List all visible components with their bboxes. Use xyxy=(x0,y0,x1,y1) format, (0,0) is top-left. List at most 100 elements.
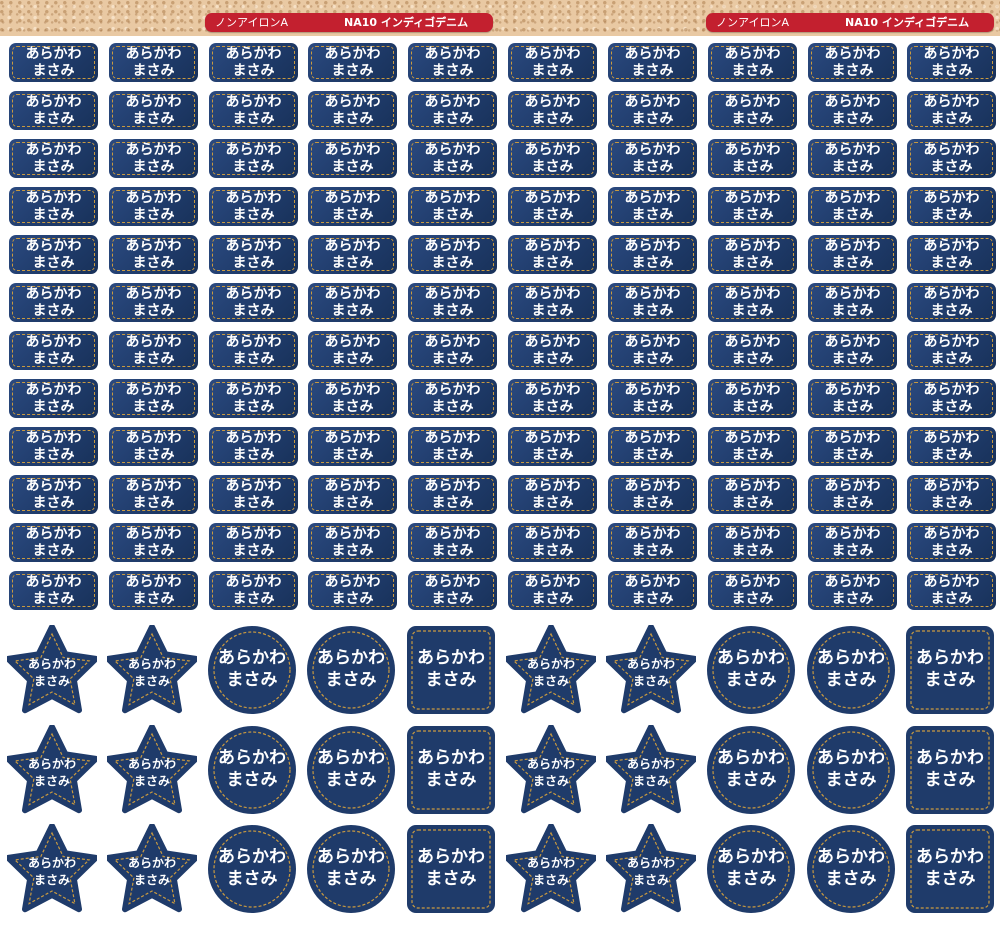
name-label-line1: あらかわ xyxy=(923,286,980,302)
name-label-rectangle: あらかわ まさみ xyxy=(109,91,198,130)
name-label-line1: あらかわ xyxy=(817,648,885,668)
name-label-line1: あらかわ xyxy=(824,478,881,494)
name-label-line1: あらかわ xyxy=(125,574,182,590)
name-label-line1: あらかわ xyxy=(624,190,681,206)
name-label-line1: あらかわ xyxy=(624,382,681,398)
name-label-line2: まさみ xyxy=(631,591,674,607)
name-label-rectangle: あらかわ まさみ xyxy=(907,283,996,322)
name-label-line1: あらかわ xyxy=(225,286,282,302)
name-label-square: あらかわ まさみ xyxy=(406,625,496,715)
name-label-rectangle: あらかわ まさみ xyxy=(608,523,697,562)
name-label-rectangle: あらかわ まさみ xyxy=(708,283,797,322)
name-label-rectangle: あらかわ まさみ xyxy=(209,91,298,130)
name-label-rectangle: あらかわ まさみ xyxy=(308,235,397,274)
name-label-line1: あらかわ xyxy=(125,46,182,62)
name-label-line1: あらかわ xyxy=(724,478,781,494)
name-label-line2: まさみ xyxy=(825,670,877,690)
name-label-rectangle: あらかわ まさみ xyxy=(308,139,397,178)
name-label-line1: あらかわ xyxy=(717,748,785,768)
name-label-circle: あらかわ まさみ xyxy=(306,625,396,715)
name-label-line2: まさみ xyxy=(32,303,75,319)
name-label-line1: あらかわ xyxy=(824,334,881,350)
name-label-line2: まさみ xyxy=(930,543,973,559)
name-label-line1: あらかわ xyxy=(125,478,182,494)
name-label-line2: まさみ xyxy=(731,207,774,223)
name-label-line1: あらかわ xyxy=(225,238,282,254)
name-label-line2: まさみ xyxy=(232,447,275,463)
name-label-line2: まさみ xyxy=(831,303,874,319)
name-label-rectangle: あらかわ まさみ xyxy=(408,283,497,322)
name-label-line1: あらかわ xyxy=(824,190,881,206)
name-label-rectangle: あらかわ まさみ xyxy=(308,475,397,514)
name-label-rectangle: あらかわ まさみ xyxy=(9,379,98,418)
name-label-line2: まさみ xyxy=(532,873,569,887)
name-label-line2: まさみ xyxy=(132,495,175,511)
name-label-line2: まさみ xyxy=(531,111,574,127)
name-label-rectangle: あらかわ まさみ xyxy=(907,43,996,82)
name-label-line2: まさみ xyxy=(132,351,175,367)
name-label-rectangle: あらかわ まさみ xyxy=(907,139,996,178)
name-label-line2: まさみ xyxy=(631,63,674,79)
name-label-rectangle: あらかわ まさみ xyxy=(808,379,897,418)
name-label-line2: まさみ xyxy=(132,591,175,607)
name-label-line1: あらかわ xyxy=(923,334,980,350)
name-label-star: あらかわ まさみ xyxy=(107,725,197,815)
name-label-line2: まさみ xyxy=(331,543,374,559)
name-label-rectangle: あらかわ まさみ xyxy=(209,523,298,562)
name-label-rectangle: あらかわ まさみ xyxy=(508,283,597,322)
name-label-rectangle: あらかわ まさみ xyxy=(408,379,497,418)
name-label-line2: まさみ xyxy=(132,399,175,415)
name-label-line1: あらかわ xyxy=(317,847,385,867)
name-label-rectangle: あらかわ まさみ xyxy=(109,283,198,322)
name-label-line2: まさみ xyxy=(924,770,976,790)
name-label-line2: まさみ xyxy=(731,495,774,511)
name-label-line2: まさみ xyxy=(133,873,170,887)
name-label-rectangle: あらかわ まさみ xyxy=(907,235,996,274)
name-label-line1: あらかわ xyxy=(25,238,82,254)
name-label-line2: まさみ xyxy=(930,63,973,79)
name-label-line2: まさみ xyxy=(731,399,774,415)
name-label-line1: あらかわ xyxy=(817,847,885,867)
name-label-line1: あらかわ xyxy=(526,657,575,671)
name-label-line1: あらかわ xyxy=(324,574,381,590)
name-label-rectangle: あらかわ まさみ xyxy=(708,235,797,274)
name-label-rectangle: あらかわ まさみ xyxy=(408,43,497,82)
name-label-line2: まさみ xyxy=(930,159,973,175)
name-label-line1: あらかわ xyxy=(724,286,781,302)
name-label-line2: まさみ xyxy=(731,255,774,271)
name-label-rectangle: あらかわ まさみ xyxy=(408,571,497,610)
name-label-line2: まさみ xyxy=(132,447,175,463)
name-label-line2: まさみ xyxy=(325,770,377,790)
name-label-square: あらかわ まさみ xyxy=(406,725,496,815)
name-label-line2: まさみ xyxy=(232,351,275,367)
name-label-line2: まさみ xyxy=(731,591,774,607)
name-label-rectangle: あらかわ まさみ xyxy=(109,187,198,226)
name-label-rectangle: あらかわ まさみ xyxy=(808,571,897,610)
name-label-line1: あらかわ xyxy=(417,847,485,867)
name-label-circle: あらかわ まさみ xyxy=(706,725,796,815)
name-label-rectangle: あらかわ まさみ xyxy=(808,91,897,130)
name-label-rectangle: あらかわ まさみ xyxy=(808,523,897,562)
name-label-rectangle: あらかわ まさみ xyxy=(209,43,298,82)
name-label-line2: まさみ xyxy=(831,351,874,367)
name-label-line1: あらかわ xyxy=(916,847,984,867)
name-label-rectangle: あらかわ まさみ xyxy=(209,331,298,370)
name-label-rectangle: あらかわ まさみ xyxy=(907,187,996,226)
name-label-rectangle: あらかわ まさみ xyxy=(608,91,697,130)
name-label-line2: まさみ xyxy=(831,159,874,175)
name-label-line2: まさみ xyxy=(930,495,973,511)
name-label-rectangle: あらかわ まさみ xyxy=(308,43,397,82)
name-label-rectangle: あらかわ まさみ xyxy=(308,283,397,322)
name-label-line2: まさみ xyxy=(32,447,75,463)
name-label-line2: まさみ xyxy=(831,543,874,559)
name-label-line2: まさみ xyxy=(531,159,574,175)
name-label-line2: まさみ xyxy=(425,770,477,790)
name-label-rectangle: あらかわ まさみ xyxy=(808,235,897,274)
name-label-rectangle: あらかわ まさみ xyxy=(508,235,597,274)
name-label-line1: あらかわ xyxy=(524,94,581,110)
name-label-line1: あらかわ xyxy=(324,382,381,398)
name-label-line2: まさみ xyxy=(232,543,275,559)
name-label-rectangle: あらかわ まさみ xyxy=(608,235,697,274)
name-label-line2: まさみ xyxy=(32,543,75,559)
name-label-line1: あらかわ xyxy=(724,46,781,62)
